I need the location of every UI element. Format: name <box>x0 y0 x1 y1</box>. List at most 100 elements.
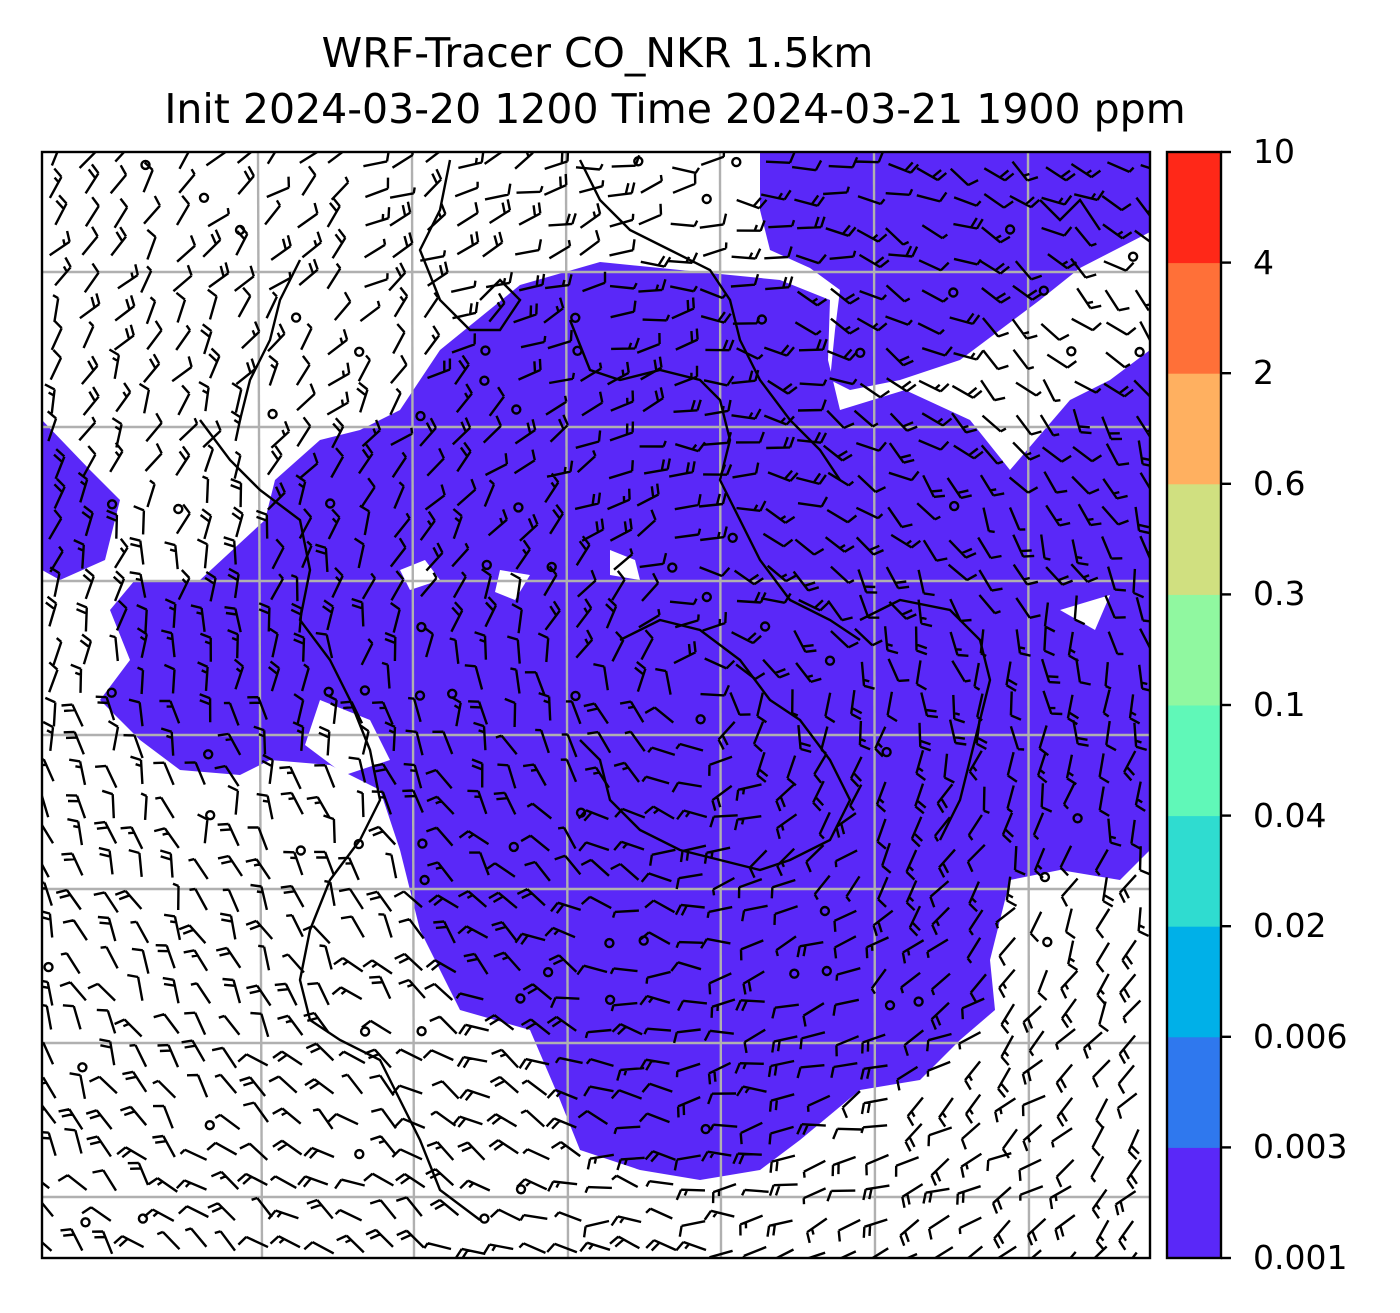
calm-wind-marker <box>140 159 151 171</box>
calm-wind-marker <box>198 192 210 204</box>
calm-wind-marker <box>701 193 712 205</box>
calm-wind-marker <box>604 994 616 1005</box>
calm-wind-marker <box>137 1213 149 1224</box>
calm-wind-marker <box>1038 285 1050 296</box>
calm-wind-marker <box>700 1123 711 1135</box>
calm-wind-marker <box>204 810 216 821</box>
calm-wind-marker <box>416 1025 427 1037</box>
calm-wind-marker <box>1004 224 1016 235</box>
calm-wind-marker <box>1039 871 1051 883</box>
calm-wind-marker <box>77 1062 88 1073</box>
calm-wind-marker <box>884 1000 896 1011</box>
calm-wind-marker <box>824 655 836 666</box>
calm-wind-marker <box>731 156 742 168</box>
calm-wind-marker <box>1072 813 1083 824</box>
calm-wind-marker <box>43 961 54 973</box>
calm-wind-marker <box>604 937 615 949</box>
calm-wind-marker <box>819 905 831 917</box>
calm-wind-marker <box>481 559 492 571</box>
calm-wind-marker <box>513 502 524 513</box>
calm-wind-marker <box>789 968 800 979</box>
calm-wind-marker <box>949 500 960 512</box>
calm-wind-marker <box>267 408 278 420</box>
calm-wind-marker <box>353 838 364 850</box>
calm-wind-marker <box>325 498 336 509</box>
calm-wind-marker <box>202 749 214 760</box>
colorbar-segment <box>1167 1036 1221 1148</box>
calm-wind-marker <box>572 345 583 356</box>
calm-wind-marker <box>1127 251 1139 262</box>
calm-wind-marker <box>480 345 491 356</box>
colorbar-segment <box>1167 262 1221 374</box>
calm-wind-marker <box>1042 936 1053 948</box>
colorbar-tick-label: 0.6 <box>1253 463 1306 503</box>
calm-wind-marker <box>173 503 184 515</box>
colorbar-tick-label: 0.006 <box>1253 1016 1348 1056</box>
calm-wind-marker <box>756 314 768 325</box>
calm-wind-marker <box>667 562 678 573</box>
calm-wind-marker <box>80 1217 91 1228</box>
colorbar-tick-label: 0.003 <box>1253 1127 1348 1167</box>
colorbar <box>1165 150 1231 1260</box>
colorbar-tick-label: 0.1 <box>1253 685 1306 724</box>
colorbar-tick-label: 0.02 <box>1253 906 1327 946</box>
calm-wind-marker <box>359 1026 371 1037</box>
calm-wind-marker <box>414 690 426 701</box>
calm-wind-marker <box>106 499 118 510</box>
calm-wind-marker <box>417 838 428 849</box>
colorbar-segment <box>1167 483 1221 595</box>
calm-wind-marker <box>1066 346 1077 357</box>
calm-wind-marker <box>515 993 526 1004</box>
colorbar-tick-label: 0.04 <box>1253 795 1327 835</box>
map-title-line1: WRF-Tracer CO_NKR 1.5km <box>321 29 874 77</box>
tracer-plume <box>42 152 1150 1180</box>
calm-wind-marker <box>575 807 587 818</box>
colorbar-segment <box>1167 705 1221 817</box>
calm-wind-marker <box>881 746 892 758</box>
calm-wind-marker <box>638 935 649 946</box>
calm-wind-marker <box>354 1148 365 1160</box>
calm-wind-marker <box>106 687 117 698</box>
wind-barb-set <box>42 152 1150 1258</box>
calm-wind-marker <box>913 996 924 1007</box>
calm-wind-marker <box>633 156 644 167</box>
colorbar-tick-label: 4 <box>1253 242 1274 282</box>
calm-wind-marker <box>695 714 706 725</box>
calm-wind-marker <box>546 561 557 573</box>
colorbar-segment <box>1167 373 1221 485</box>
map-frame <box>40 150 1152 1260</box>
colorbar-segment <box>1167 152 1221 264</box>
calm-wind-marker <box>511 404 522 415</box>
calm-wind-marker <box>948 287 959 298</box>
map-title-line2: Init 2024-03-20 1200 Time 2024-03-21 190… <box>164 85 1186 133</box>
calm-wind-marker <box>759 621 771 632</box>
calm-wind-marker <box>290 312 302 323</box>
calm-wind-marker <box>415 410 426 422</box>
calm-wind-marker <box>855 347 866 358</box>
colorbar-tick-label: 0.3 <box>1253 574 1306 614</box>
calm-wind-marker <box>204 1119 216 1131</box>
calm-wind-marker <box>416 621 427 633</box>
colorbar-tick-label: 2 <box>1253 353 1274 393</box>
colorbar-segment <box>1167 1147 1221 1259</box>
colorbar-segment <box>1167 815 1221 927</box>
calm-wind-marker <box>419 874 430 886</box>
calm-wind-marker <box>821 965 832 977</box>
calm-wind-marker <box>515 1184 527 1195</box>
calm-wind-marker <box>359 685 371 696</box>
calm-wind-marker <box>234 224 246 236</box>
calm-wind-marker <box>701 591 712 603</box>
colorbar-tick-label: 0.001 <box>1253 1238 1348 1277</box>
calm-wind-marker <box>570 312 581 323</box>
calm-wind-marker <box>479 1213 490 1224</box>
calm-wind-marker <box>295 845 306 856</box>
calm-wind-marker <box>323 686 334 697</box>
colorbar-tick-label: 10 <box>1253 132 1295 171</box>
calm-wind-marker <box>542 967 554 978</box>
calm-wind-marker <box>570 690 581 702</box>
calm-wind-markers <box>43 156 1145 1228</box>
calm-wind-marker <box>508 841 519 853</box>
calm-wind-marker <box>354 346 365 357</box>
calm-wind-marker <box>1134 346 1145 358</box>
calm-wind-marker <box>727 532 738 543</box>
